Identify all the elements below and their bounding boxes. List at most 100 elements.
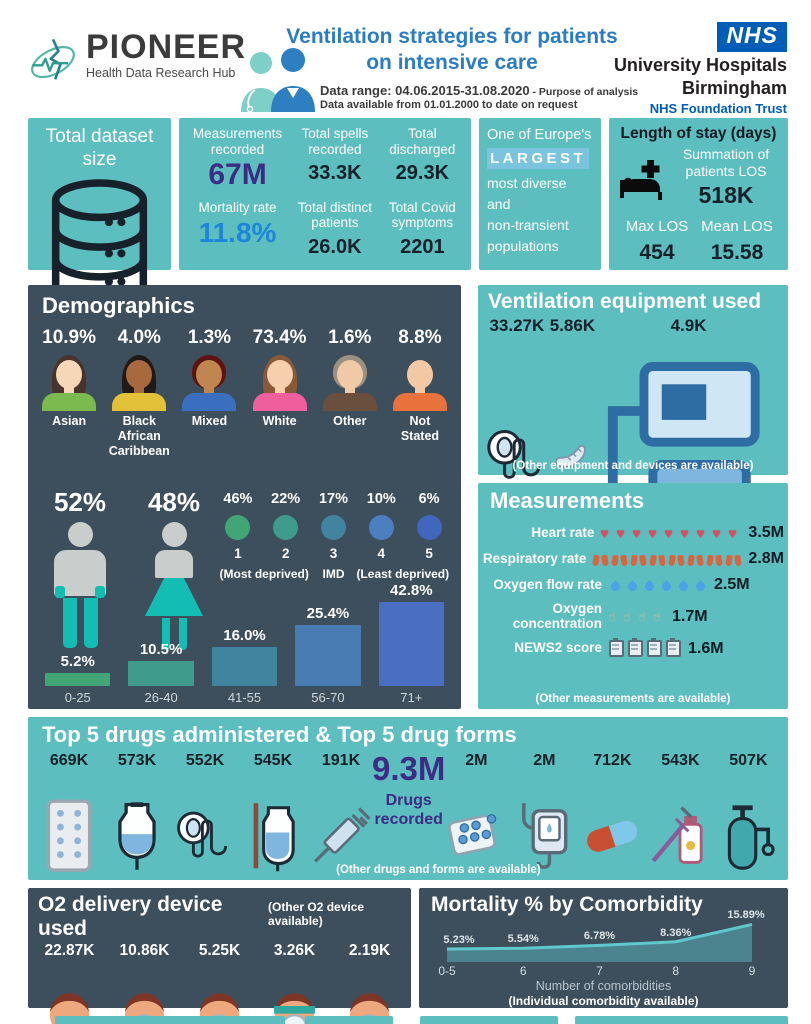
imd-caption-least-deprived: (Least deprived): [356, 567, 450, 581]
imd-percentage: 46%: [223, 491, 253, 507]
los-title: Length of stay (days): [620, 125, 777, 142]
o2-venturi-icon: [257, 960, 332, 1024]
comorbidity-value-label: 5.54%: [507, 933, 539, 946]
drug-count: 669K: [49, 752, 89, 769]
age-bar: [128, 660, 194, 686]
lungs-icon: [688, 553, 703, 566]
lungs-icon: [669, 553, 684, 566]
measurement-label: NEWS2 score: [514, 640, 602, 656]
demographics-section: Demographics 10.9% Asian 4.0%: [28, 285, 461, 709]
clip-icon: [609, 638, 624, 658]
imd-percentage: 17%: [318, 491, 348, 507]
los-sum-value: 518K: [698, 181, 754, 208]
mean-los-value: 15.58: [710, 241, 764, 264]
imd-quintile: 10% 4: [357, 491, 405, 561]
largest-highlight: LARGEST: [487, 148, 590, 169]
age-bar-column: 25.4% 56-70: [295, 582, 361, 705]
age-bar-value-label: 16.0%: [223, 627, 266, 645]
nhs-logo: NHS: [717, 22, 787, 52]
total-dataset-card: Total dataset size 29.7 GB: [28, 118, 171, 342]
comorbidity-xlabel: Number of comorbidities: [535, 979, 672, 993]
measurement-icons: [591, 553, 743, 566]
measurement-label: Oxygen flow rate: [493, 576, 602, 592]
stat-value: 67M: [208, 158, 267, 192]
mean-los-label: Mean LOS: [701, 218, 773, 235]
drug-form-item: 712K Capsule: [581, 752, 643, 915]
person-avatar-icon: [39, 355, 99, 411]
clip-icon: [666, 638, 681, 658]
comorbidity-plot: 5.23% 0-5 5.54% 6 6.78% 7 8.36% 8 15.89% 9: [437, 909, 770, 978]
los-sum-label: Summation of patients LOS: [682, 146, 770, 179]
o2-device-count: 22.87K: [44, 942, 95, 959]
drug-item: 573K Sodium Chloride: [106, 752, 168, 929]
measurement-icons: [607, 579, 709, 593]
equipment-count: 5.86K: [549, 316, 596, 335]
age-bar-column: 5.2% 0-25: [45, 582, 111, 705]
measurement-icons: [607, 609, 667, 624]
drop-icon: [677, 579, 690, 593]
person-avatar-icon: [179, 355, 239, 411]
measurement-label: Respiratory rate: [482, 550, 587, 566]
bottom-strip: [55, 1016, 285, 1024]
age-bar-value-label: 5.2%: [60, 653, 95, 671]
ethnicity-item: 8.8% Not Stated: [385, 327, 455, 458]
age-bar: [211, 647, 278, 686]
o2-device-item: 2.19K Respiflo (humidified): [332, 942, 407, 1024]
comorbidity-axis-tick: 6: [519, 964, 527, 978]
imd-caption-most-deprived: (Most deprived): [219, 567, 309, 581]
o2-respiflo-icon: [332, 960, 407, 1024]
age-bar-column: 42.8% 71+: [378, 582, 445, 705]
imd-percentage: 22%: [271, 491, 301, 507]
person-avatar-icon: [390, 355, 450, 411]
tablet-icon: [445, 770, 507, 901]
europe-line5: populations: [487, 238, 559, 254]
measurement-value: 3.5M: [748, 524, 784, 541]
drug-count: 545K: [253, 752, 293, 769]
measurement-row: Oxygen flow rate 2.5M: [478, 576, 784, 594]
heart-icon: [696, 526, 710, 541]
imd-quintile: 22% 2: [262, 491, 310, 561]
imd-quintile: 6% 5: [405, 491, 453, 561]
male-figure-icon: [44, 522, 116, 648]
demographics-title: Demographics: [42, 293, 195, 318]
drug-form-count: 712K: [593, 752, 632, 769]
age-bar-chart: 5.2% 0-25 10.5% 26-40 16.0%: [36, 582, 453, 705]
nhs-org-line2: Birmingham: [681, 78, 787, 99]
stat-cell: Total Covid symptoms 2201: [382, 200, 463, 265]
title-line2: on intensive care: [366, 51, 538, 75]
title-line1: Ventilation strategies for patients: [286, 25, 618, 48]
clinicians-icon: [232, 48, 324, 112]
o2-device-count: 3.26K: [273, 942, 316, 959]
stat-cell: Total spells recorded 33.3K: [292, 126, 378, 198]
drugs-note: (Other drugs and forms are available): [336, 864, 541, 876]
stat-value: 11.8%: [198, 217, 277, 249]
data-availability: Data available from 01.01.2000 to date o…: [320, 98, 578, 111]
comorbidity-axis-tick: 0-5: [438, 964, 456, 978]
measurement-value: 1.6M: [688, 639, 724, 657]
age-bar-value-label: 25.4%: [306, 604, 350, 622]
stat-label: Measurements recorded: [192, 126, 283, 157]
stat-label: Mortality rate: [198, 199, 277, 215]
person-avatar-icon: [320, 355, 380, 411]
drugs-total: 9.3M Drugs recorded: [372, 752, 445, 883]
measurement-label: Oxygen concentration: [512, 601, 602, 631]
ventilation-equipment-section: Ventilation equipment used 33.27K Oxygen…: [478, 285, 788, 607]
heart-icon: [616, 526, 630, 541]
age-axis-tick: 26-40: [144, 690, 178, 705]
hand-icon: [608, 609, 621, 624]
drug-count: 573K: [117, 752, 157, 769]
heart-icon: [632, 526, 646, 541]
measurement-value: 2.5M: [714, 576, 750, 593]
max-los-label: Max LOS: [625, 218, 689, 235]
age-axis-tick: 41-55: [227, 690, 262, 705]
measurement-row: Oxygen concentration 1.7M: [478, 601, 784, 632]
ethnicity-percentage: 1.3%: [187, 327, 232, 348]
imd-dot-icon: [273, 515, 299, 540]
ethnicity-label: Other: [333, 414, 367, 428]
drugs-total-value: 9.3M: [372, 750, 446, 787]
length-of-stay-card: Length of stay (days) Summation of patie…: [609, 118, 788, 270]
drop-icon: [626, 579, 639, 593]
europe-line1: One of Europe's: [487, 127, 592, 143]
gender-split: 52% 48%: [44, 487, 210, 650]
